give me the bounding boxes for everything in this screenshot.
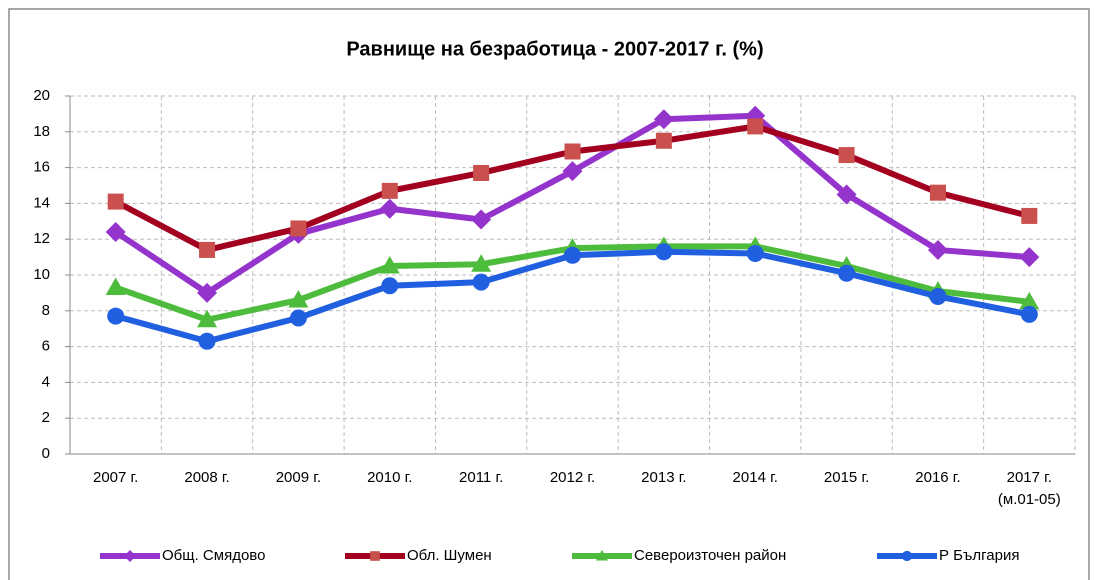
- x-tick-label: 2017 г. (м.01-05): [998, 469, 1061, 508]
- chart-title: Равнище на безработица - 2007-2017 г. (%…: [346, 38, 763, 60]
- y-tick-label: 20: [33, 87, 50, 104]
- marker: [197, 309, 218, 328]
- legend-label: Р България: [939, 547, 1019, 564]
- marker: [562, 161, 583, 182]
- marker: [1020, 305, 1038, 323]
- y-tick-label: 14: [33, 194, 50, 211]
- x-tick-label: 2015 г.: [824, 469, 869, 486]
- legend-label: Североизточен район: [634, 547, 786, 564]
- marker: [838, 264, 856, 282]
- marker: [370, 551, 380, 561]
- x-tick-label: 2014 г.: [733, 469, 778, 486]
- marker: [124, 550, 136, 562]
- marker: [105, 222, 126, 243]
- marker: [747, 118, 764, 135]
- x-tick-label: 2010 г.: [367, 469, 412, 486]
- chart-frame: [8, 8, 1090, 580]
- marker: [1021, 207, 1038, 224]
- marker: [197, 282, 218, 303]
- marker: [107, 193, 124, 210]
- x-tick-label: 2007 г.: [93, 469, 138, 486]
- marker: [836, 184, 857, 205]
- marker: [901, 550, 913, 562]
- marker: [288, 290, 309, 308]
- y-tick-label: 4: [42, 373, 50, 390]
- marker: [381, 277, 399, 295]
- marker: [199, 241, 216, 258]
- x-tick-label: 2013 г.: [641, 469, 686, 486]
- y-tick-label: 18: [33, 123, 50, 140]
- marker: [290, 220, 307, 237]
- marker: [473, 164, 490, 181]
- marker: [653, 109, 674, 130]
- x-tick-label: 2011 г.: [459, 469, 503, 486]
- y-tick-label: 10: [33, 266, 50, 283]
- y-tick-label: 12: [33, 230, 50, 247]
- marker: [564, 143, 581, 160]
- x-tick-label: 2016 г.: [915, 469, 960, 486]
- marker: [746, 245, 764, 263]
- marker: [596, 550, 608, 561]
- marker: [838, 147, 855, 164]
- marker: [655, 132, 672, 149]
- marker: [105, 277, 126, 296]
- marker: [471, 209, 492, 230]
- x-tick-label: 2008 г.: [184, 469, 229, 486]
- legend-label: Обл. Шумен: [407, 547, 492, 564]
- marker: [927, 239, 948, 260]
- marker: [289, 309, 307, 327]
- y-tick-label: 16: [33, 159, 50, 176]
- marker: [198, 332, 216, 350]
- marker: [379, 198, 400, 219]
- marker: [379, 256, 400, 274]
- marker: [1019, 247, 1040, 268]
- y-tick-label: 8: [42, 302, 50, 319]
- marker: [929, 287, 947, 305]
- y-tick-label: 6: [42, 338, 50, 355]
- marker: [472, 273, 490, 291]
- y-tick-label: 2: [42, 409, 50, 426]
- marker: [564, 246, 581, 264]
- marker: [655, 243, 673, 261]
- marker: [1019, 291, 1040, 310]
- x-tick-label: 2009 г.: [276, 469, 321, 486]
- y-tick-label: 0: [42, 445, 50, 462]
- marker: [929, 184, 946, 201]
- marker: [471, 254, 492, 272]
- legend-label: Общ. Смядово: [162, 547, 265, 564]
- x-tick-label: 2012 г.: [550, 469, 595, 486]
- marker: [107, 307, 125, 325]
- marker: [381, 182, 398, 199]
